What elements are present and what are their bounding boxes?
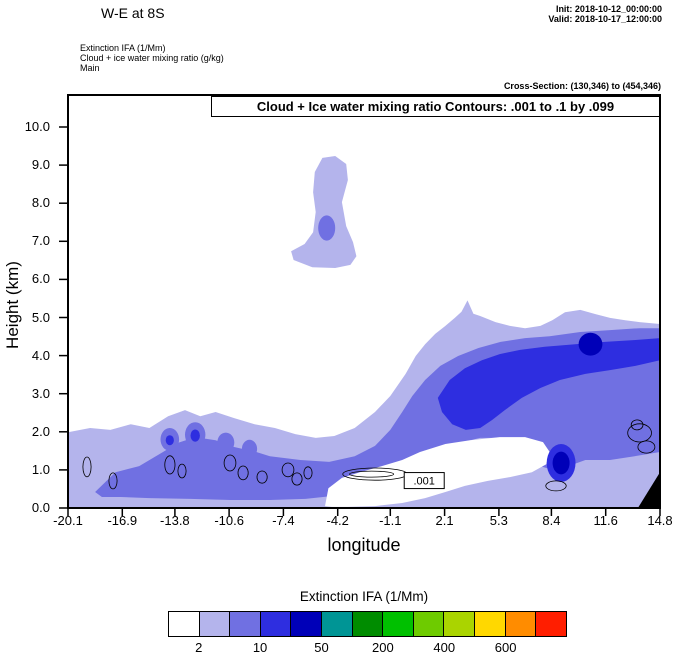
x-tick-label: -10.6 <box>214 513 244 528</box>
plot-frame <box>67 94 661 509</box>
colorbar-cell <box>535 611 567 637</box>
colorbar-title: Extinction IFA (1/Mm) <box>299 589 429 604</box>
y-tick-label: 9.0 <box>31 157 50 173</box>
colorbar-cell <box>229 611 261 637</box>
contour-plot: .001 <box>59 94 661 516</box>
y-tick-label: 3.0 <box>31 385 50 401</box>
colorbar <box>168 611 567 637</box>
colorbar-cell <box>198 611 231 637</box>
contour-line <box>349 470 395 478</box>
contour-line <box>237 465 249 481</box>
contour-blob <box>241 439 258 458</box>
contour-blob <box>217 432 235 453</box>
field-info-block: Extinction IFA (1/Mm) Cloud + ice water … <box>80 43 224 73</box>
x-tick-label: 5.3 <box>489 513 508 528</box>
plot-area: .001 Cloud + Ice water mixing ratio Cont… <box>52 93 674 525</box>
region-dark-core <box>437 338 660 430</box>
y-tick-label: 6.0 <box>31 271 50 287</box>
contour-blob <box>165 435 174 446</box>
init-time: Init: 2018-10-12_00:00:00 <box>555 4 662 14</box>
colorbar-tick-label: 400 <box>433 640 456 655</box>
colorbar-cell <box>382 611 414 637</box>
colorbar-tick-label: 600 <box>494 640 517 655</box>
x-tick-label: -7.4 <box>272 513 295 528</box>
colorbar-cell <box>443 611 476 637</box>
contour-line <box>291 472 303 486</box>
x-axis-title: longitude <box>327 535 401 555</box>
contour-line <box>256 470 268 484</box>
contour-blob <box>578 332 603 356</box>
y-axis-title: Height (km) <box>3 261 22 349</box>
page-title: W-E at 8S <box>101 5 165 21</box>
contour-info-box: Cloud + Ice water mixing ratio Contours:… <box>211 96 660 117</box>
contour-value-label: .001 <box>414 476 435 488</box>
valid-time: Valid: 2018-10-17_12:00:00 <box>548 14 662 24</box>
x-tick-label: -20.1 <box>53 513 83 528</box>
contour-blob <box>190 429 200 442</box>
y-tick-label: 8.0 <box>31 195 50 211</box>
x-tick-label: 14.8 <box>647 513 673 528</box>
field-line-domain: Main <box>80 63 100 73</box>
y-tick-label: 2.0 <box>31 423 50 439</box>
colorbar-cell <box>259 611 292 637</box>
y-tick-label: 1.0 <box>31 461 50 477</box>
contour-line <box>281 462 295 478</box>
x-tick-label: -13.8 <box>160 513 190 528</box>
contour-fill-layer <box>68 156 660 508</box>
field-line-extinction: Extinction IFA (1/Mm) <box>80 43 166 53</box>
y-tick-label: 7.0 <box>31 233 50 249</box>
colorbar-cell <box>351 611 384 637</box>
contour-line <box>627 423 652 443</box>
init-valid-block: Init: 2018-10-12_00:00:00 Valid: 2018-10… <box>548 4 662 24</box>
colorbar-cell <box>321 611 353 637</box>
x-tick-label: 11.6 <box>593 513 618 528</box>
y-tick-label: 5.0 <box>31 309 50 325</box>
contour-line <box>108 472 118 490</box>
colorbar-tick-label: 200 <box>371 640 394 655</box>
colorbar-cell <box>504 611 537 637</box>
y-tick-label: 10.0 <box>24 119 50 134</box>
contour-blob <box>552 451 570 475</box>
contour-line <box>177 463 187 479</box>
contour-line <box>303 466 313 480</box>
region-white-hole <box>325 437 550 507</box>
contour-line <box>630 419 644 431</box>
y-tick-label: 4.0 <box>31 347 50 363</box>
colorbar-cell <box>290 611 323 637</box>
contour-line <box>545 480 567 492</box>
x-tick-label: 2.1 <box>435 513 454 528</box>
colorbar-tick-label: 50 <box>314 640 329 655</box>
contour-line <box>223 454 237 472</box>
colorbar-tick-label: 2 <box>195 640 203 655</box>
x-tick-label: -1.1 <box>379 513 402 528</box>
contour-line <box>637 440 656 454</box>
colorbar-cell <box>412 611 445 637</box>
contour-value-box <box>403 472 445 490</box>
contour-line <box>82 456 92 478</box>
x-tick-label: -16.9 <box>107 513 138 528</box>
field-line-mixing-ratio: Cloud + ice water mixing ratio (g/kg) <box>80 53 224 63</box>
x-tick-label: 8.4 <box>542 513 561 528</box>
cross-section-label: Cross-Section: (130,346) to (454,346) <box>503 81 661 91</box>
colorbar-cell <box>474 611 506 637</box>
region-light-plume <box>291 156 357 268</box>
contour-line <box>164 455 176 475</box>
y-tick-label: 0.0 <box>31 500 50 515</box>
terrain-mask <box>637 472 660 508</box>
contour-blob <box>318 215 336 241</box>
x-tick-label: -4.2 <box>326 513 349 528</box>
colorbar-tick-label: 10 <box>252 640 268 655</box>
tick-marks <box>59 126 661 516</box>
colorbar-cell <box>168 611 200 637</box>
